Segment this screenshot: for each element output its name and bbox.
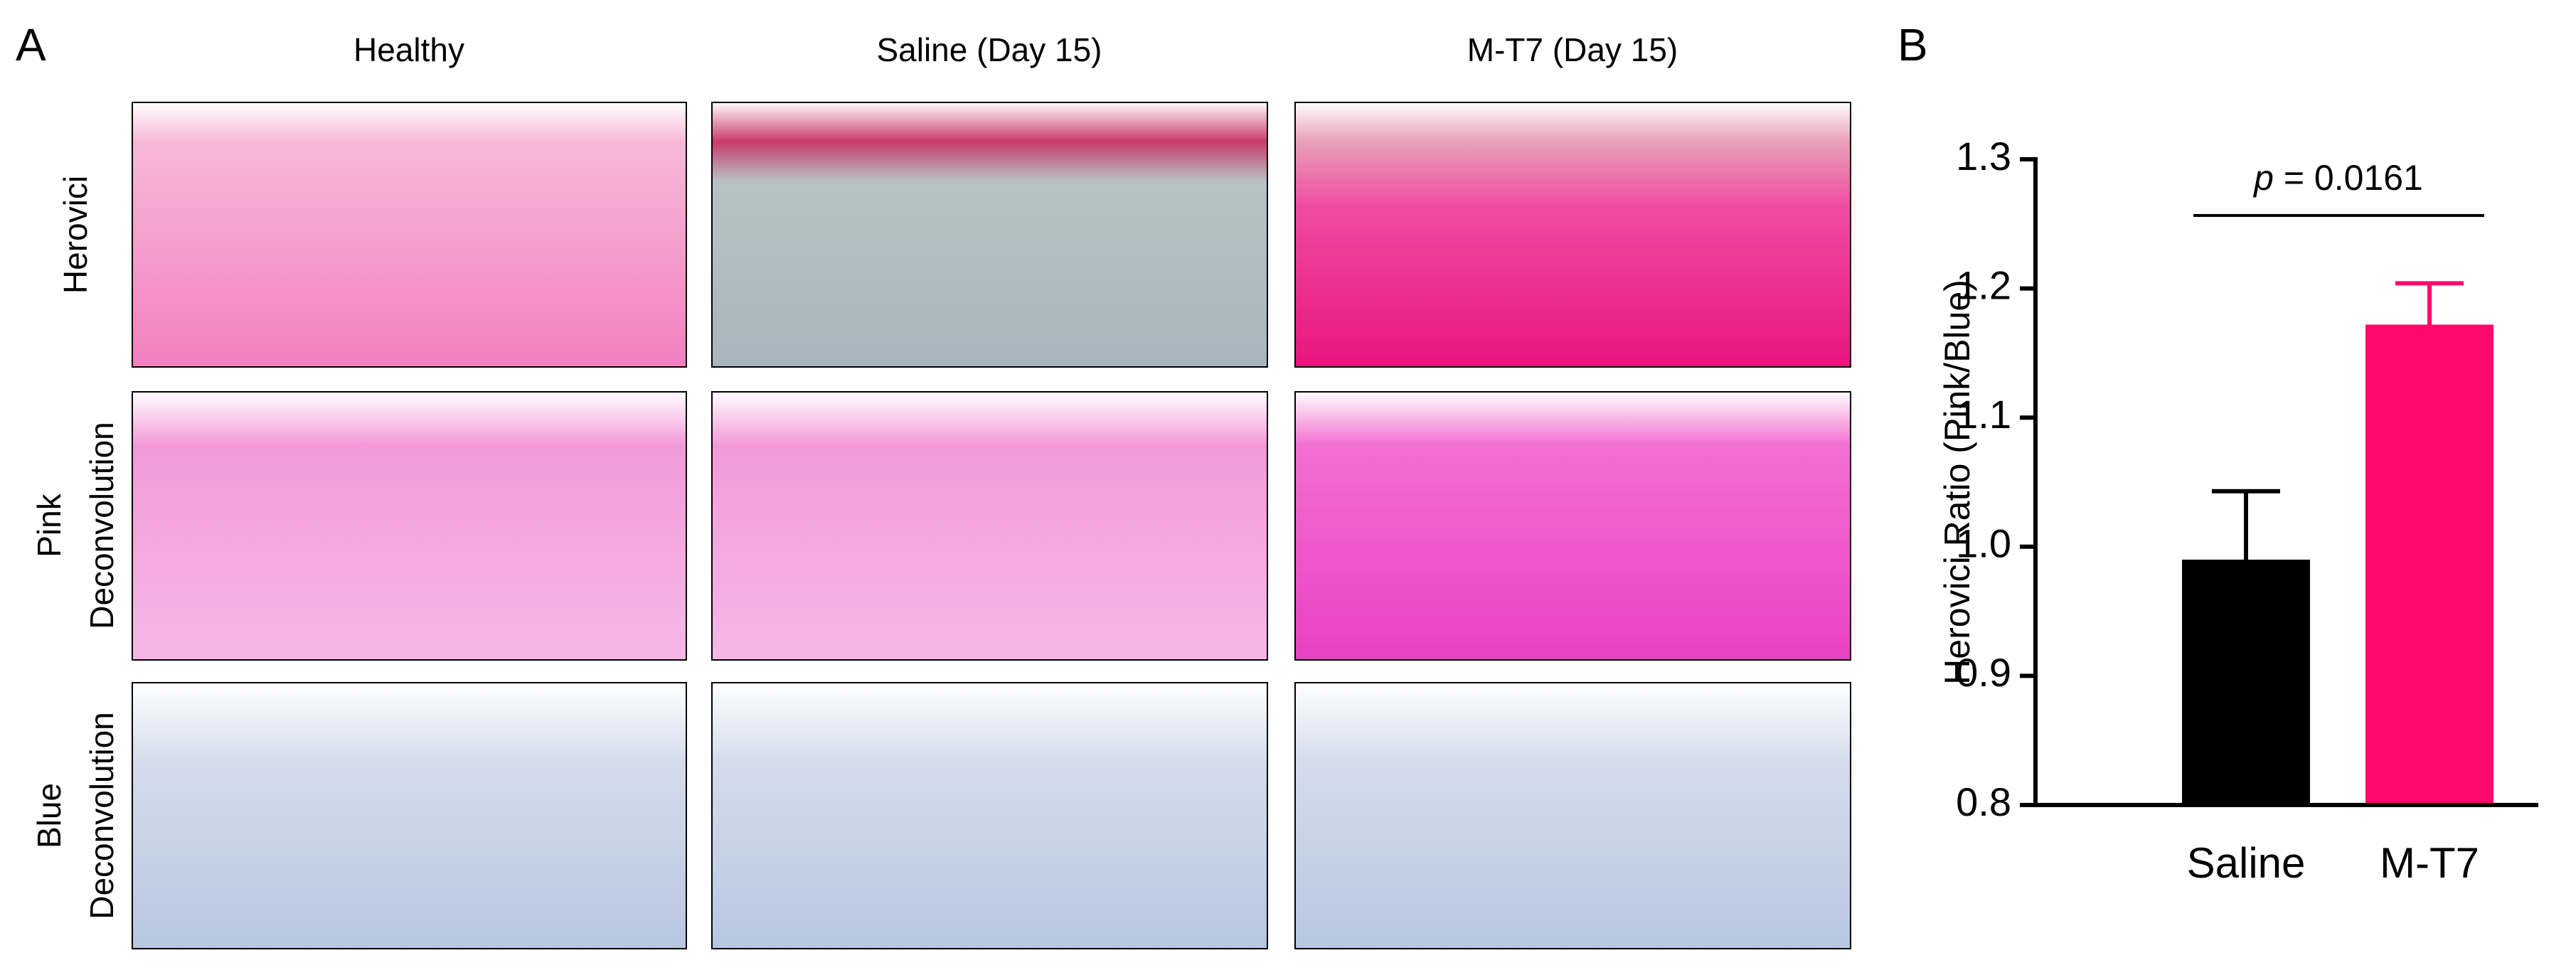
y-axis-title: Herovici Ratio (Pink/Blue): [1937, 279, 1977, 685]
row-label: Blue: [31, 783, 68, 848]
annotation-text: = 0.0161: [2274, 158, 2423, 198]
row-label: Deconvolution: [83, 422, 120, 629]
x-tick-label: M-T7: [2380, 839, 2479, 887]
row-label: Deconvolution: [83, 712, 120, 920]
panel-label: B: [1898, 19, 1928, 70]
column-header: Healthy: [353, 31, 464, 68]
micrograph: [710, 390, 1270, 662]
row-label: Pink: [31, 493, 68, 557]
bar: [2365, 324, 2493, 805]
y-tick-label: 1.1: [1956, 392, 2011, 437]
micrograph: [130, 390, 688, 662]
y-tick-label: 0.8: [1956, 779, 2011, 824]
column-header: M-T7 (Day 15): [1467, 31, 1678, 68]
y-tick-label: 1.3: [1956, 134, 2011, 178]
x-tick-label: Saline: [2187, 839, 2306, 887]
y-tick-label: 0.9: [1956, 650, 2011, 695]
micrograph: [1293, 390, 1853, 662]
annotation: p = 0.0161: [2252, 158, 2423, 198]
micrograph: [1293, 100, 1853, 369]
panel-label: A: [16, 19, 46, 70]
micrograph: [710, 100, 1270, 369]
y-tick-label: 1.2: [1956, 262, 2011, 307]
bar: [2182, 559, 2310, 805]
annotation-italic: p: [2252, 158, 2274, 198]
micrograph: [710, 681, 1270, 951]
column-header: Saline (Day 15): [876, 31, 1102, 68]
y-tick-label: 1.0: [1956, 521, 2011, 566]
micrograph: [130, 100, 688, 369]
micrograph: [130, 681, 688, 951]
row-label: Herovici: [57, 176, 94, 294]
micrograph: [1293, 681, 1853, 951]
micrographs: [130, 100, 1853, 951]
